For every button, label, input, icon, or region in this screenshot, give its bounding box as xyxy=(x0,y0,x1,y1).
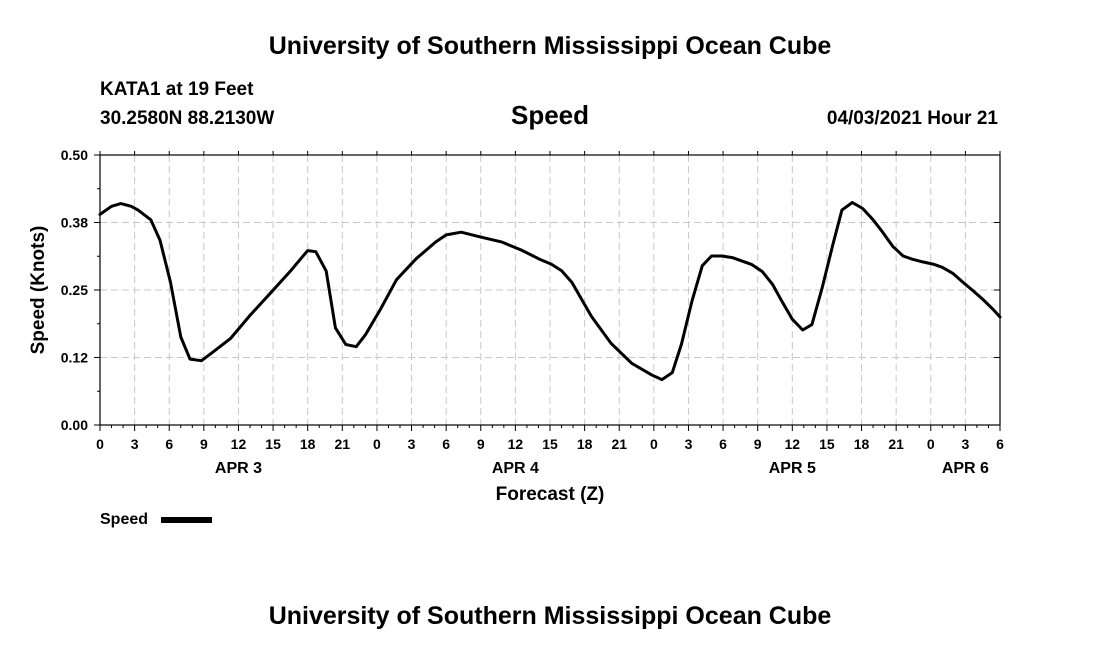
variable-title: Speed xyxy=(511,100,589,130)
axis-ticks xyxy=(94,151,1001,431)
x-tick-label: 0 xyxy=(373,436,381,452)
x-tick-label: 18 xyxy=(854,436,870,452)
y-tick-label: 0.50 xyxy=(61,147,88,163)
date-label: APR 5 xyxy=(769,460,816,477)
plot-frame xyxy=(99,154,1001,426)
x-tick-label: 15 xyxy=(265,436,281,452)
x-tick-label: 15 xyxy=(542,436,558,452)
y-tick-label: 0.25 xyxy=(61,282,88,298)
x-tick-label: 3 xyxy=(408,436,416,452)
x-tick-label: 12 xyxy=(785,436,801,452)
y-tick-label: 0.00 xyxy=(61,417,88,433)
x-tick-label: 3 xyxy=(685,436,693,452)
x-tick-label: 6 xyxy=(165,436,173,452)
legend-label: Speed xyxy=(100,511,148,528)
x-tick-label: 18 xyxy=(577,436,593,452)
y-tick-label: 0.12 xyxy=(61,350,88,366)
grid-lines xyxy=(100,155,1000,425)
x-tick-label: 3 xyxy=(961,436,969,452)
x-axis-label: Forecast (Z) xyxy=(496,484,605,505)
speed-series-line xyxy=(98,201,1002,382)
station-label: KATA1 at 19 Feet xyxy=(100,79,254,100)
x-tick-label: 9 xyxy=(477,436,485,452)
date-labels: APR 3 APR 4 APR 5 APR 6 xyxy=(215,460,989,477)
x-tick-label: 6 xyxy=(442,436,450,452)
x-tick-label: 3 xyxy=(131,436,139,452)
x-tick-labels: 0 3 6 9 12 15 18 21 0 3 6 9 12 15 18 21 0 3 6 9 12 15 18 21 0 3 6 xyxy=(96,436,1004,452)
x-tick-label: 21 xyxy=(335,436,351,452)
x-tick-label: 21 xyxy=(611,436,627,452)
x-tick-label: 9 xyxy=(200,436,208,452)
x-tick-label: 6 xyxy=(996,436,1004,452)
timestamp-label: 04/03/2021 Hour 21 xyxy=(827,108,999,129)
location-label: 30.2580N 88.2130W xyxy=(100,108,274,129)
y-axis-label: Speed (Knots) xyxy=(28,226,49,355)
date-label: APR 3 xyxy=(215,460,262,477)
x-tick-label: 9 xyxy=(754,436,762,452)
x-tick-label: 15 xyxy=(819,436,835,452)
x-tick-label: 6 xyxy=(719,436,727,452)
y-tick-labels: 0.00 0.12 0.25 0.38 0.50 xyxy=(61,147,88,433)
chart-title-top: University of Southern Mississippi Ocean… xyxy=(269,32,832,60)
y-tick-label: 0.38 xyxy=(61,215,88,231)
x-tick-label: 18 xyxy=(300,436,316,452)
x-tick-label: 21 xyxy=(888,436,904,452)
date-label: APR 6 xyxy=(942,460,989,477)
x-tick-label: 0 xyxy=(927,436,935,452)
x-tick-label: 0 xyxy=(96,436,104,452)
x-tick-label: 0 xyxy=(650,436,658,452)
chart-title-bottom: University of Southern Mississippi Ocean… xyxy=(269,602,832,630)
x-tick-label: 12 xyxy=(508,436,524,452)
date-label: APR 4 xyxy=(492,460,539,477)
x-tick-label: 12 xyxy=(231,436,247,452)
